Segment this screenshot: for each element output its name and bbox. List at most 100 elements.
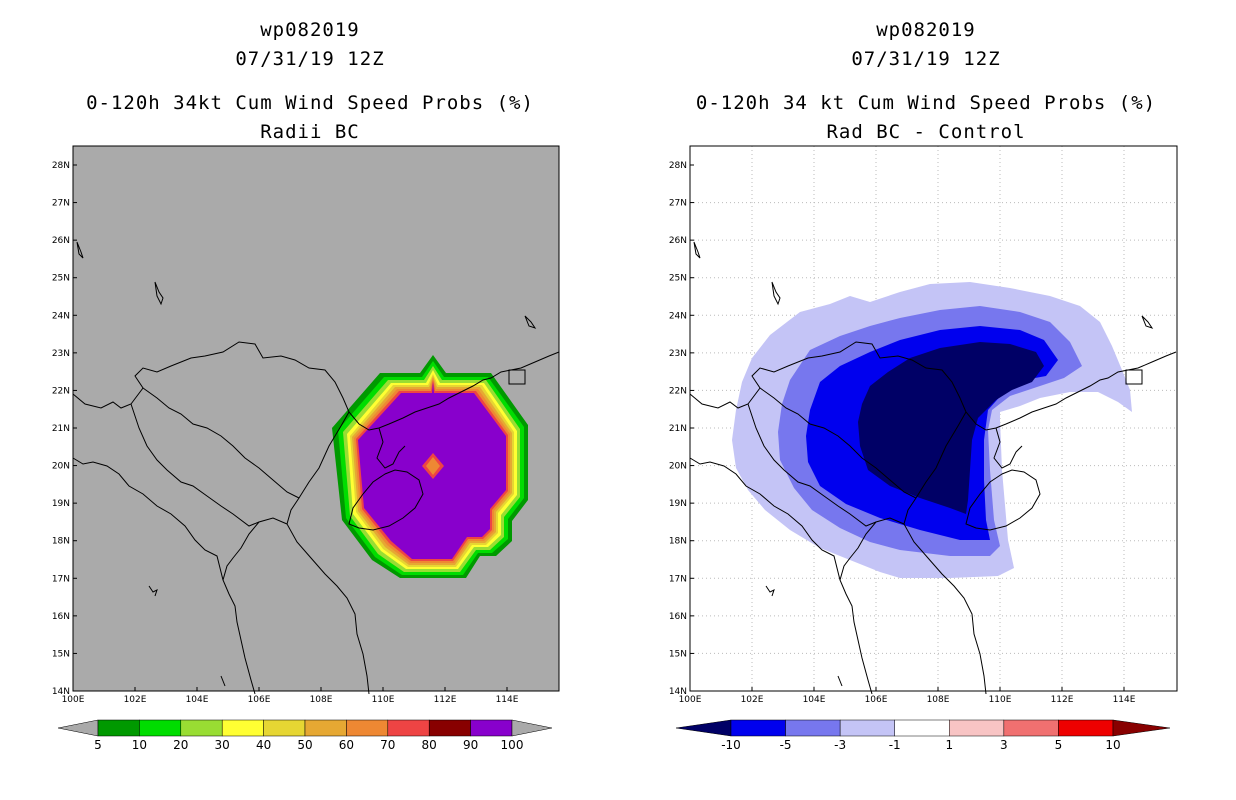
lat-tick-label: 23N: [669, 349, 687, 359]
colorbar-low-arrow: [57, 719, 99, 737]
right-map: 28N 27N 26N 25N 24N 23N 22N 21N 20N 19N 18N 17N 16N 1…: [669, 145, 1178, 705]
lat-tick-label: 21N: [52, 424, 70, 434]
lat-tick-label: 18N: [669, 537, 687, 547]
colorbar-low-arrow: [675, 719, 732, 737]
lon-tick-label: 114E: [496, 695, 519, 705]
lon-tick-label: 110E: [989, 695, 1012, 705]
lat-tick-label: 20N: [52, 462, 70, 472]
contour-minus10: [858, 342, 1044, 514]
lat-tick-label: 17N: [669, 574, 687, 584]
left-product-title: 0-120h 34kt Cum Wind Speed Probs (%): [86, 92, 534, 114]
colorbar-swatch: [221, 719, 264, 737]
colorbar-swatch: [263, 719, 306, 737]
left-probability-contours: [332, 355, 528, 578]
lon-tick-label: 108E: [927, 695, 950, 705]
left-map: 28N 27N 26N 25N 24N 23N 22N 21N 20N 19N 18N 17N 16N 1…: [52, 145, 560, 705]
lat-tick-label: 24N: [669, 311, 687, 321]
colorbar-swatch: [894, 719, 950, 737]
colorbar-swatch: [346, 719, 389, 737]
colorbar-label: 1: [945, 738, 953, 752]
lat-tick-label: 16N: [52, 612, 70, 622]
colorbar-swatch: [139, 719, 182, 737]
right-storm-id: wp082019: [876, 19, 976, 41]
right-subtitle: Rad BC - Control: [826, 121, 1026, 143]
lat-tick-label: 23N: [52, 349, 70, 359]
lon-tick-label: 104E: [803, 695, 826, 705]
lon-tick-label: 112E: [434, 695, 457, 705]
lon-tick-label: 102E: [124, 695, 147, 705]
colorbar-label: 80: [422, 738, 437, 752]
lat-tick-label: 26N: [669, 236, 687, 246]
colorbar-label: 20: [173, 738, 188, 752]
right-map-frame: [689, 145, 1178, 692]
colorbar-label: -5: [780, 738, 792, 752]
colorbar-high-arrow: [1112, 719, 1171, 737]
colorbar-label: 100: [501, 738, 524, 752]
colorbar-label: -3: [834, 738, 846, 752]
right-panel-title: wp082019 07/31/19 12Z 0-120h 34 kt Cum W…: [676, 16, 1176, 147]
right-colorbar: -10 -5 -3 -1 1 3 5 10: [675, 719, 1171, 752]
lat-tick-label: 20N: [669, 462, 687, 472]
left-date: 07/31/19 12Z: [235, 48, 385, 70]
lat-tick-label: 22N: [52, 386, 70, 396]
right-lat-axis: 28N 27N 26N 25N 24N 23N 22N 21N 20N 19N 18N 17N 16N 1…: [669, 161, 694, 697]
colorbar-label: 50: [297, 738, 312, 752]
lat-tick-label: 19N: [669, 499, 687, 509]
lat-tick-label: 26N: [52, 236, 70, 246]
lon-tick-label: 106E: [248, 695, 271, 705]
lat-tick-label: 14N: [669, 687, 687, 697]
right-date: 07/31/19 12Z: [851, 48, 1001, 70]
right-difference-contours: [732, 282, 1132, 578]
left-panel-title: wp082019 07/31/19 12Z 0-120h 34kt Cum Wi…: [60, 16, 560, 147]
lat-tick-label: 19N: [52, 499, 70, 509]
colorbar-label: 30: [215, 738, 230, 752]
lat-tick-label: 18N: [52, 537, 70, 547]
colorbar-swatch: [1058, 719, 1114, 737]
center-marker-inner: [426, 457, 440, 475]
colorbar-swatch: [785, 719, 841, 737]
lon-tick-label: 104E: [186, 695, 209, 705]
lon-tick-label: 110E: [372, 695, 395, 705]
lat-tick-label: 25N: [52, 274, 70, 284]
left-lon-axis: 100E 102E 104E 106E 108E 110E 112E 114E: [62, 687, 519, 705]
colorbar-label: 10: [1105, 738, 1120, 752]
colorbar-label: 10: [132, 738, 147, 752]
colorbar-label: 40: [256, 738, 271, 752]
left-lat-axis: 28N 27N 26N 25N 24N 23N 22N 21N 20N 19N 18N 17N 16N 1…: [52, 161, 77, 697]
lon-tick-label: 108E: [310, 695, 333, 705]
colorbar-label: 70: [380, 738, 395, 752]
colorbar-label: -10: [721, 738, 741, 752]
left-map-frame: [72, 145, 560, 692]
lon-tick-label: 100E: [679, 695, 702, 705]
lat-tick-label: 14N: [52, 687, 70, 697]
lon-tick-label: 106E: [865, 695, 888, 705]
left-subtitle: Radii BC: [260, 121, 360, 143]
colorbar-swatch: [97, 719, 140, 737]
colorbar-label: -1: [889, 738, 901, 752]
lat-tick-label: 21N: [669, 424, 687, 434]
right-product-title: 0-120h 34 kt Cum Wind Speed Probs (%): [695, 92, 1157, 114]
colorbar-swatch: [730, 719, 786, 737]
lon-tick-label: 102E: [741, 695, 764, 705]
lat-tick-label: 22N: [669, 386, 687, 396]
colorbar-swatch: [428, 719, 471, 737]
lat-tick-label: 24N: [52, 311, 70, 321]
colorbar-label: 60: [339, 738, 354, 752]
lat-tick-label: 15N: [669, 649, 687, 659]
lat-tick-label: 27N: [669, 199, 687, 209]
lat-tick-label: 25N: [669, 274, 687, 284]
colorbar-swatch: [949, 719, 1005, 737]
colorbar-swatch: [1003, 719, 1059, 737]
colorbar-swatch: [839, 719, 895, 737]
lat-tick-label: 28N: [52, 161, 70, 171]
lon-tick-label: 100E: [62, 695, 85, 705]
colorbar-high-arrow: [511, 719, 553, 737]
colorbar-label: 5: [1055, 738, 1063, 752]
lat-tick-label: 15N: [52, 649, 70, 659]
colorbar-swatch: [387, 719, 430, 737]
lon-tick-label: 114E: [1113, 695, 1136, 705]
colorbar-label: 5: [94, 738, 102, 752]
colorbar-label: 3: [1000, 738, 1008, 752]
lat-tick-label: 28N: [669, 161, 687, 171]
